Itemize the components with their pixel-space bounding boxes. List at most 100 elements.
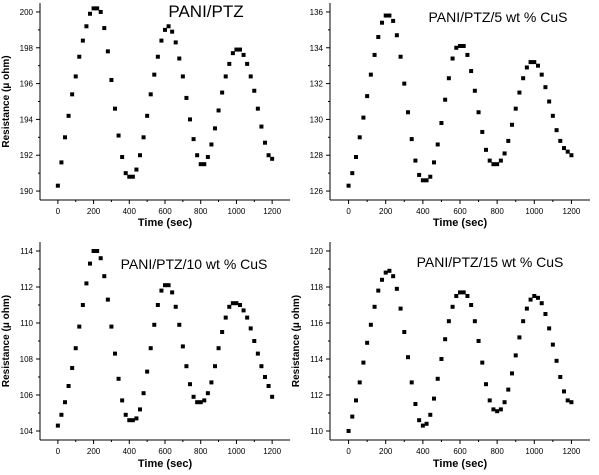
data-point [562,389,566,394]
y-tick-label: 198 [20,44,34,53]
data-point [220,90,225,95]
data-point [127,418,132,423]
data-point [55,183,60,188]
data-point [255,106,260,111]
data-point [495,162,500,167]
data-point [354,398,358,403]
data-point [539,72,544,77]
data-point [547,99,552,104]
data-point [245,315,250,320]
y-axis-title: Resistance (μ ohm) [291,295,302,387]
data-point [63,135,67,140]
x-axis-title: Time (sec) [433,458,488,470]
data-point [394,286,399,291]
data-point [80,303,85,307]
data-point [184,364,189,369]
data-point [259,364,264,369]
data-point [528,60,533,65]
data-point [450,56,455,61]
data-point [216,346,221,351]
data-point [252,339,257,343]
data-point [202,162,207,167]
data-point [223,74,228,79]
x-axis-title: Time (sec) [138,217,193,229]
data-point [138,153,142,158]
data-point [432,396,436,401]
x-tick-label: 200 [379,447,393,456]
data-point [484,382,488,387]
data-point [134,167,139,172]
panel-title: PANI/PTZ/5 wt % CuS [429,9,568,25]
data-point [77,324,82,329]
data-point [350,171,355,176]
x-tick-label: 800 [490,447,504,456]
y-tick-label: 104 [20,427,34,436]
data-point [209,142,214,147]
data-point [180,74,185,79]
data-point [130,174,135,179]
x-tick-label: 400 [123,207,137,216]
data-point [517,90,522,95]
data-point [472,88,477,93]
x-axis-title: Time (sec) [138,458,193,470]
data-point [454,45,459,50]
data-point [209,380,214,385]
y-tick-label: 200 [20,8,34,17]
data-point [98,256,103,261]
data-point [487,398,492,403]
data-point [159,38,164,43]
data-point [70,92,75,97]
data-point [361,115,366,120]
data-point [558,375,563,379]
data-point [391,274,396,279]
data-point [263,140,267,145]
data-point [116,376,121,381]
y-tick-label: 112 [310,391,323,400]
data-point [365,94,370,99]
data-point [248,326,253,331]
data-point [491,162,496,167]
data-point [105,297,110,302]
x-tick-label: 1000 [525,207,543,216]
x-tick-label: 1200 [263,447,281,456]
data-point [234,47,239,52]
data-point [191,137,196,142]
data-point [536,295,540,300]
data-point [59,412,64,417]
data-point [368,72,373,77]
y-tick-label: 136 [310,8,324,17]
data-point [502,400,507,405]
data-point [252,88,257,93]
x-tick-label: 800 [490,207,504,216]
data-point [413,402,418,406]
x-tick-label: 1000 [228,207,246,216]
data-point [223,315,228,320]
panel-title: PANI/PTZ [168,2,243,21]
data-point [554,128,559,133]
data-point [480,129,485,134]
data-point [188,117,192,122]
data-point [213,126,217,131]
data-point [270,394,275,399]
data-point [230,51,235,56]
data-point [539,301,544,306]
data-point [77,54,82,59]
data-point [163,27,167,32]
data-point [398,306,403,311]
data-point [472,319,477,324]
data-point [102,274,107,279]
x-tick-label: 0 [56,207,61,216]
data-point [113,351,117,356]
data-point [439,357,444,361]
data-point [123,412,128,417]
data-point [63,400,67,405]
data-point [59,160,64,165]
data-point [420,178,425,183]
data-point [417,172,422,177]
y-tick-label: 112 [20,283,33,292]
data-point [266,153,271,158]
data-point [402,330,407,334]
data-point [170,290,175,295]
data-point [513,353,518,358]
y-tick-label: 114 [310,355,323,364]
